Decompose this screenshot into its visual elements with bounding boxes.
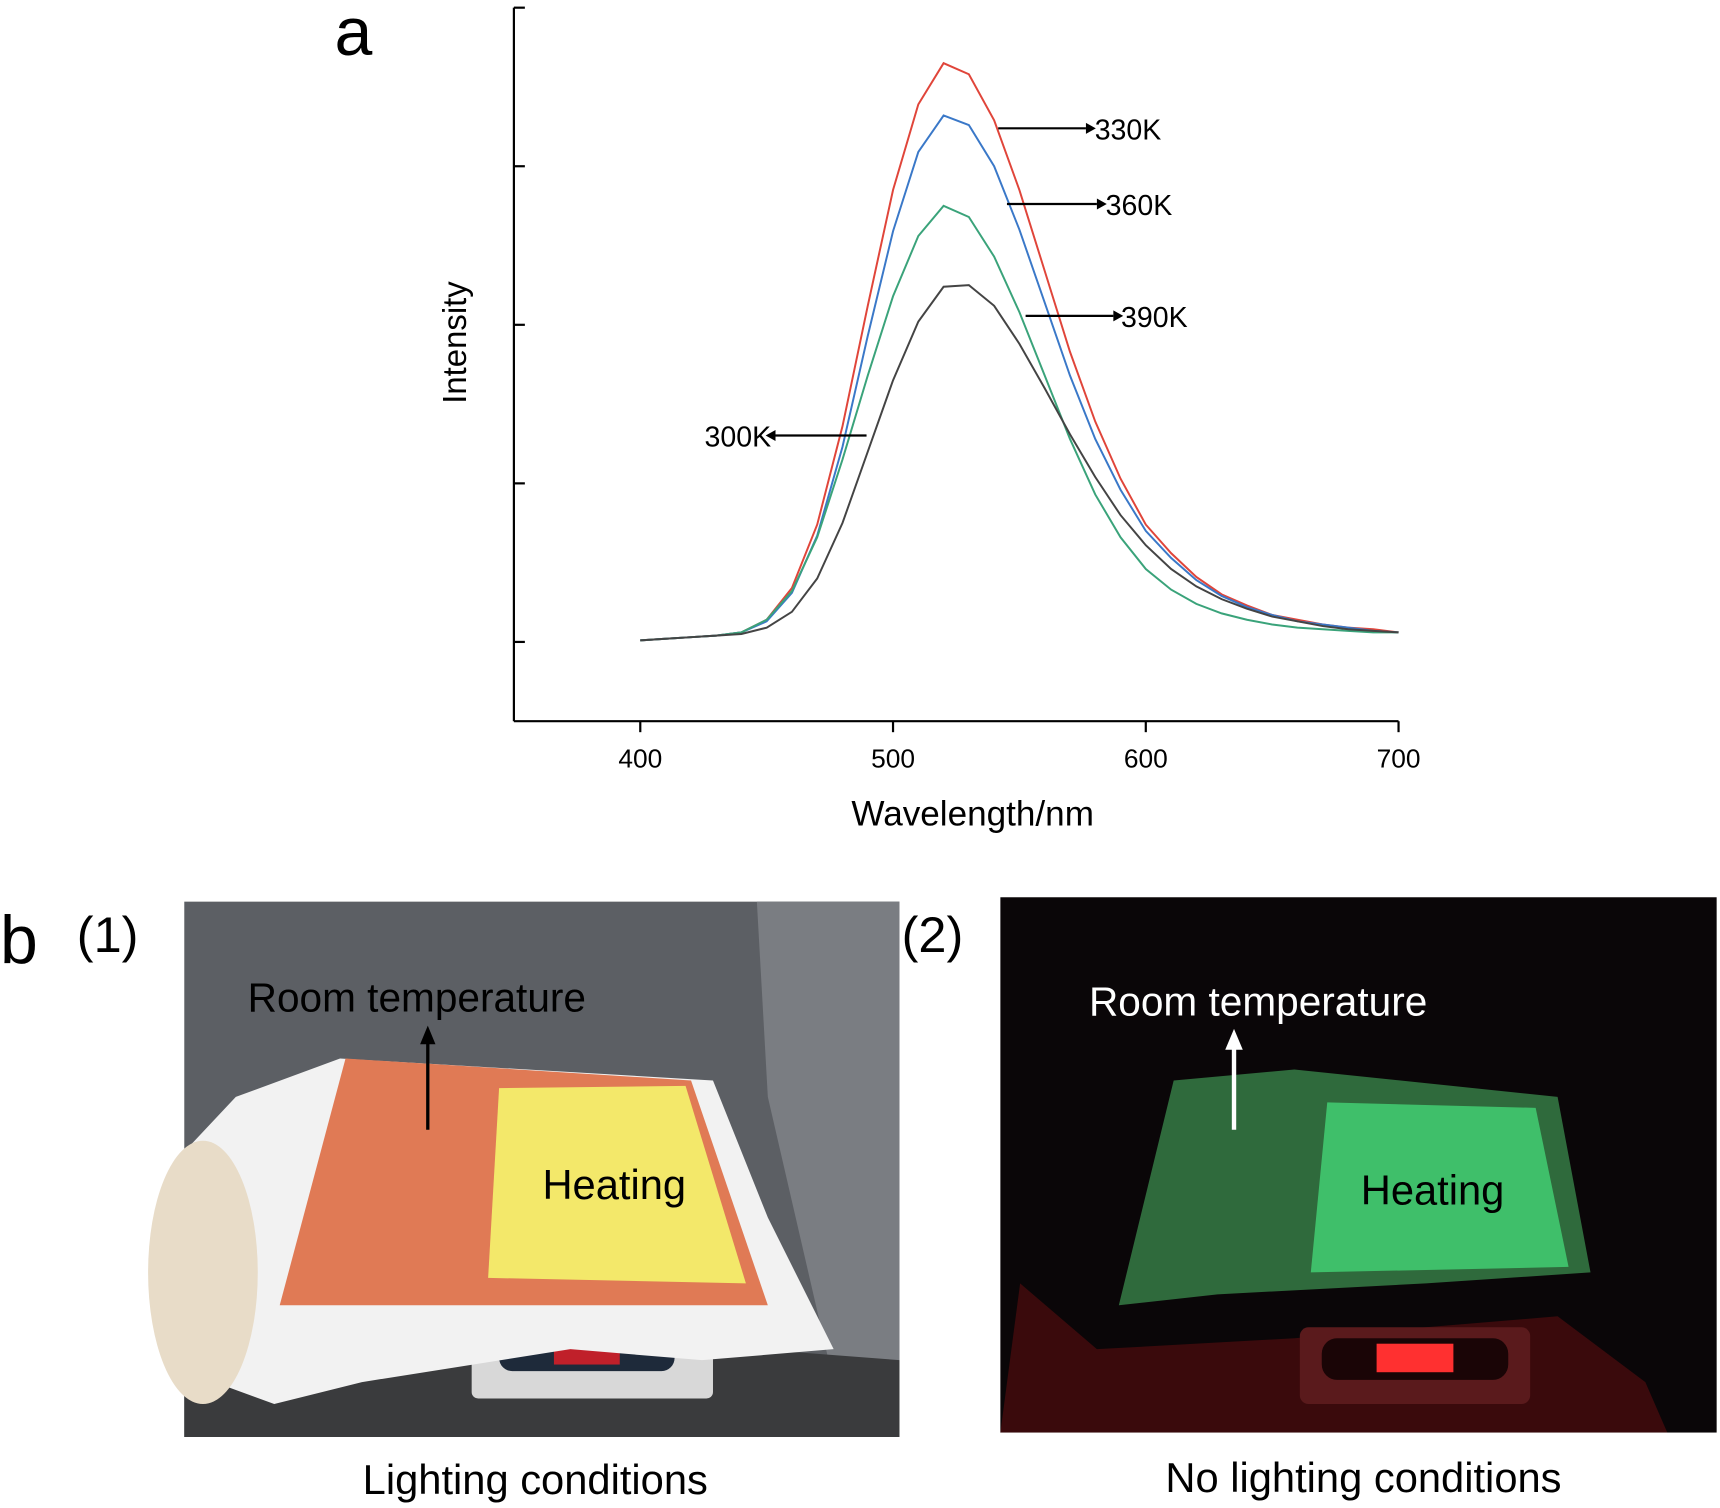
photo: Room temperature Heating — [148, 901, 900, 1437]
photo: Room temperature Heating — [1000, 897, 1717, 1433]
photo-caption: No lighting conditions — [1165, 1454, 1561, 1501]
x-tick-label: 600 — [1124, 743, 1168, 773]
series-label: 330K — [1095, 114, 1162, 146]
label-arrow-head — [765, 429, 776, 441]
photo-text: Room temperature — [1089, 979, 1427, 1025]
series-line — [640, 284, 1399, 642]
panel-label: a — [335, 0, 373, 70]
photo-text: Room temperature — [248, 974, 586, 1020]
cloth-heated — [488, 1085, 746, 1284]
series-label: 300K — [705, 421, 772, 453]
photo-text: Heating — [542, 1161, 686, 1208]
label-arrow-head — [1085, 122, 1096, 134]
photo-caption: Lighting conditions — [363, 1456, 708, 1503]
x-axis-title: Wavelength/nm — [851, 794, 1094, 833]
photo-label: (2) — [902, 906, 964, 963]
series-line — [640, 114, 1399, 642]
arrow-head — [1225, 1028, 1243, 1050]
photo-label: (1) — [77, 906, 139, 963]
x-tick-label: 700 — [1377, 743, 1421, 773]
series-line — [640, 61, 1399, 642]
arrow-head — [420, 1025, 436, 1045]
series-line — [640, 204, 1399, 642]
label-arrow-head — [1113, 310, 1124, 322]
x-tick-label: 500 — [871, 743, 915, 773]
y-axis-title: Intensity — [436, 281, 473, 404]
series-label: 360K — [1106, 190, 1173, 222]
x-tick-label: 400 — [618, 743, 662, 773]
cloth-heated — [1310, 1102, 1569, 1273]
photo-wall — [756, 901, 900, 1437]
panel-label: b — [0, 902, 38, 978]
series-label: 390K — [1121, 302, 1188, 334]
hand — [148, 1140, 258, 1405]
photo-text: Heating — [1361, 1166, 1505, 1213]
device-display — [1376, 1343, 1454, 1373]
label-arrow-head — [1096, 198, 1107, 210]
